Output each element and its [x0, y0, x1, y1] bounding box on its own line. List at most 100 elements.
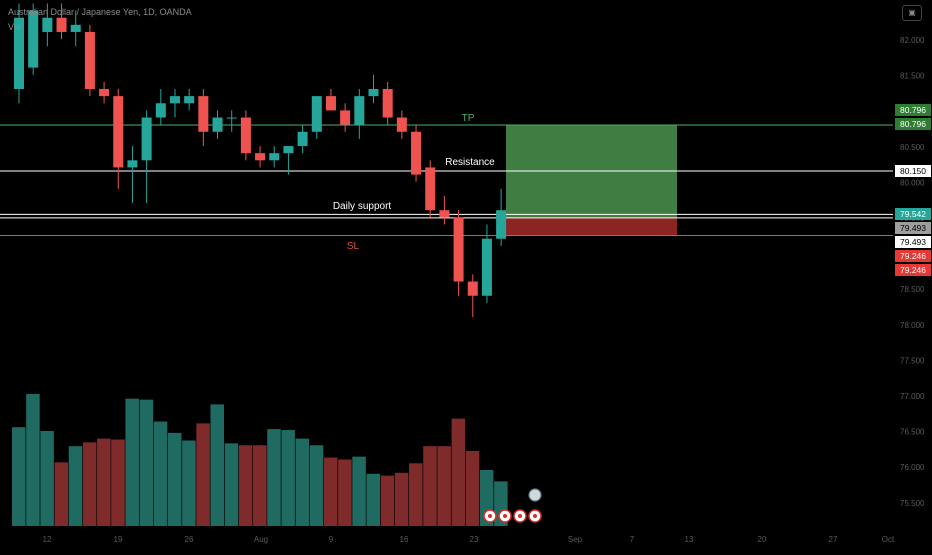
candle [226, 110, 237, 132]
volume-bar [210, 404, 225, 526]
candle-body [325, 96, 336, 111]
candle-body [396, 117, 407, 132]
candle [439, 195, 450, 225]
candle-body [226, 117, 237, 119]
volume-bar [167, 432, 182, 526]
candle [155, 89, 166, 125]
price-label: 80.796 [895, 104, 931, 116]
volume-bar [196, 423, 210, 526]
x-tick-label: 7 [630, 535, 635, 544]
candle [467, 274, 478, 318]
candle [425, 160, 436, 218]
y-tick-label: 77.000 [900, 392, 925, 401]
event-marker-icon[interactable] [528, 509, 542, 523]
candle [14, 3, 24, 104]
y-tick-label: 80.000 [900, 178, 925, 187]
volume-bar [253, 445, 267, 526]
x-tick-label: 16 [400, 535, 409, 544]
volume-bar [338, 459, 352, 526]
y-tick-label: 82.000 [900, 36, 925, 45]
price-label-text: 79.246 [900, 265, 926, 275]
volume-bar [125, 398, 139, 526]
candle [481, 224, 492, 303]
volume-bar [437, 446, 451, 526]
price-label-bg [895, 165, 931, 177]
volume-bar [295, 438, 310, 526]
volume-bar [352, 456, 366, 526]
candle [198, 89, 209, 147]
volume-bar [40, 431, 54, 526]
x-tick-label: 20 [758, 535, 767, 544]
price-label: 79.493 [895, 222, 931, 234]
candle [340, 103, 351, 132]
volume-bar [238, 445, 253, 526]
price-label-bg [895, 118, 931, 130]
candle [84, 24, 95, 97]
price-label-bg [895, 236, 931, 248]
volume-bar [465, 450, 480, 526]
candle-body [368, 89, 379, 97]
event-marker-icon[interactable] [498, 509, 512, 523]
candle-body [467, 281, 478, 296]
candle-body [255, 153, 266, 161]
volume-bar [68, 446, 83, 526]
volume-bar [82, 442, 97, 526]
candle [325, 89, 336, 111]
candle-body [311, 96, 322, 132]
resistance-annotation: Resistance [445, 157, 495, 168]
candle [269, 146, 280, 168]
price-label: 79.246 [895, 264, 931, 276]
candle [169, 89, 180, 118]
candle-body [439, 210, 450, 218]
y-tick-label: 81.500 [900, 72, 925, 81]
candle-body [340, 110, 351, 125]
loss-zone[interactable] [506, 217, 677, 236]
volume-bar [451, 418, 466, 526]
candle-body [84, 31, 95, 90]
price-label-bg [895, 104, 931, 116]
volume-bar [366, 473, 380, 526]
candle [141, 110, 152, 204]
candle [283, 146, 294, 175]
sl-annotation: SL [347, 241, 360, 252]
event-marker-icon[interactable] [513, 509, 527, 523]
candle [496, 188, 507, 246]
price-label: 79.493 [895, 236, 931, 248]
volume-bar [394, 472, 409, 526]
volume-bar [182, 440, 196, 526]
volume-bar [423, 446, 437, 526]
price-label: 80.150 [895, 165, 931, 177]
event-marker-dot [518, 514, 522, 518]
volume-bar [139, 399, 154, 526]
candle-body [70, 24, 81, 32]
candle-body [283, 146, 294, 154]
candle [99, 81, 110, 104]
price-label: 79.246 [895, 250, 931, 262]
candle [453, 210, 464, 296]
candle [184, 89, 195, 111]
y-tick-label: 76.500 [900, 428, 925, 437]
screenshot-icon[interactable]: ▣ [902, 5, 922, 21]
candle-body [28, 10, 39, 68]
candle [113, 89, 124, 189]
volume-bar [281, 430, 295, 526]
x-tick-label: 12 [43, 535, 52, 544]
price-label: 80.796 [895, 118, 931, 130]
volume-bar [26, 393, 40, 526]
event-marker-dot [533, 514, 537, 518]
tp-annotation: TP [462, 113, 475, 124]
event-marker-icon[interactable] [483, 509, 497, 523]
candle [240, 110, 251, 161]
x-tick-label: Sep [568, 535, 583, 544]
candle [411, 124, 422, 182]
news-marker-icon[interactable] [528, 488, 542, 502]
candle [212, 110, 223, 139]
daily-support-annotation: Daily support [333, 201, 392, 212]
y-tick-label: 77.500 [900, 356, 925, 365]
candle-body [382, 89, 393, 118]
price-label-text: 79.493 [900, 223, 926, 233]
candle-body [496, 210, 507, 239]
volume-bar [380, 475, 395, 526]
